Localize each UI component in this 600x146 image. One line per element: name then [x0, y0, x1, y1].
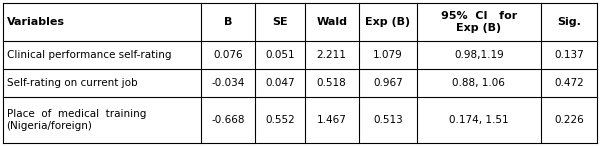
Text: Sig.: Sig.	[557, 17, 581, 27]
Text: 0.472: 0.472	[554, 78, 584, 88]
Text: 0.513: 0.513	[373, 115, 403, 125]
Text: -0.668: -0.668	[211, 115, 245, 125]
Text: Place  of  medical  training
(Nigeria/foreign): Place of medical training (Nigeria/forei…	[7, 109, 146, 131]
Text: 95%  CI   for
Exp (B): 95% CI for Exp (B)	[441, 11, 517, 33]
Text: 1.467: 1.467	[317, 115, 347, 125]
Text: 0.076: 0.076	[213, 50, 243, 60]
Text: 0.047: 0.047	[265, 78, 295, 88]
Text: SE: SE	[272, 17, 287, 27]
Text: 2.211: 2.211	[317, 50, 347, 60]
Text: 0.226: 0.226	[554, 115, 584, 125]
Text: Clinical performance self-rating: Clinical performance self-rating	[7, 50, 171, 60]
Text: 1.079: 1.079	[373, 50, 403, 60]
Text: Variables: Variables	[7, 17, 65, 27]
Text: 0.88, 1.06: 0.88, 1.06	[452, 78, 505, 88]
Text: 0.518: 0.518	[317, 78, 347, 88]
Text: Self-rating on current job: Self-rating on current job	[7, 78, 137, 88]
Text: -0.034: -0.034	[211, 78, 245, 88]
Text: 0.967: 0.967	[373, 78, 403, 88]
Text: 0.051: 0.051	[265, 50, 295, 60]
Text: 0.98,1.19: 0.98,1.19	[454, 50, 504, 60]
Text: Exp (B): Exp (B)	[365, 17, 410, 27]
Text: B: B	[224, 17, 232, 27]
Text: 0.137: 0.137	[554, 50, 584, 60]
Text: 0.174, 1.51: 0.174, 1.51	[449, 115, 509, 125]
Text: 0.552: 0.552	[265, 115, 295, 125]
Text: Wald: Wald	[316, 17, 347, 27]
